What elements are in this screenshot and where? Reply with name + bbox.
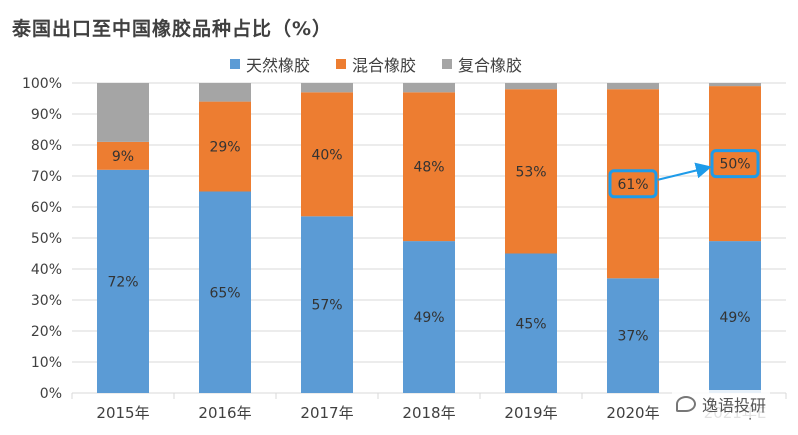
y-tick-label: 100% <box>22 76 62 92</box>
annotation-layer <box>608 149 760 199</box>
data-label: 45% <box>515 316 546 332</box>
x-tick-label: 2019年 <box>504 404 557 422</box>
y-tick-label: 90% <box>31 107 62 123</box>
bar-segment <box>403 241 455 393</box>
watermark: 逸语投研 <box>672 390 771 418</box>
data-label: 57% <box>311 298 342 314</box>
bar-segment <box>709 86 761 242</box>
bar-segment <box>301 92 353 217</box>
legend-item-compound: 复合橡胶 <box>442 52 522 76</box>
bar-segment <box>403 92 455 242</box>
y-tick-label: 40% <box>31 262 62 278</box>
y-tick-label: 20% <box>31 324 62 340</box>
y-tick-label: 50% <box>31 231 62 247</box>
watermark-text: 逸语投研 <box>702 396 767 415</box>
legend-swatch-natural <box>230 59 240 69</box>
data-label: 49% <box>719 310 750 326</box>
bar-segment <box>199 191 251 393</box>
data-label: 72% <box>107 274 138 290</box>
bar-segment <box>199 101 251 192</box>
data-label: 29% <box>209 140 240 156</box>
bar-segment <box>403 83 455 93</box>
legend-label-natural: 天然橡胶 <box>246 56 311 75</box>
bar-segment <box>607 278 659 393</box>
bar-segment <box>505 89 557 254</box>
y-tick-label: 30% <box>31 293 62 309</box>
x-tick-label: 2017年 <box>300 404 353 422</box>
bar-segment <box>199 83 251 102</box>
legend-swatch-compound <box>442 59 453 69</box>
data-label: 49% <box>413 310 444 326</box>
bar-segment <box>301 83 353 93</box>
data-label: 53% <box>515 164 546 180</box>
bar-segment <box>709 241 761 393</box>
legend-label-compound: 复合橡胶 <box>458 56 523 75</box>
y-tick-label: 10% <box>31 355 62 371</box>
bar-segment <box>607 83 659 90</box>
data-label: 48% <box>413 160 444 176</box>
bar-segment <box>709 83 761 87</box>
data-label: 37% <box>617 329 648 345</box>
chart-title: 泰国出口至中国橡胶品种占比（%） <box>12 18 333 40</box>
bar-segment <box>97 83 149 142</box>
x-tick-label: 2016年 <box>198 404 251 422</box>
wechat-icon <box>676 396 696 412</box>
bar-segment <box>97 141 149 170</box>
legend-swatch-mixed <box>336 59 347 69</box>
legend-item-natural: 天然橡胶 <box>230 52 310 76</box>
data-label: 50% <box>719 157 750 173</box>
legend-label-mixed: 混合橡胶 <box>352 56 417 75</box>
y-tick-label: 60% <box>31 200 62 216</box>
data-label: 9% <box>112 149 134 165</box>
trend-arrow <box>657 162 712 181</box>
x-tick-label: 2020年 <box>606 404 659 422</box>
highlight-box <box>710 149 760 179</box>
bar-segment <box>607 89 659 279</box>
label-layer: 72% 9% 65% 29% 57% 40% 49% 48% 45% 53% 37% 61% 49% 50… <box>107 140 750 345</box>
data-label: 61% <box>617 177 648 193</box>
bar-segment <box>97 169 149 393</box>
y-tick-label: 0% <box>40 386 62 402</box>
x-tick-label: 2015年 <box>96 404 149 422</box>
y-tick-label: 70% <box>31 169 62 185</box>
data-label: 40% <box>311 147 342 163</box>
highlight-box <box>608 169 658 199</box>
data-label: 65% <box>209 285 240 301</box>
bar-segment <box>505 83 557 90</box>
bar-layer <box>97 83 761 393</box>
y-tick-label: 80% <box>31 138 62 154</box>
x-tick-label: 2018年 <box>402 404 455 422</box>
bar-segment <box>301 216 353 393</box>
chart-legend: 天然橡胶 混合橡胶 复合橡胶 <box>230 52 522 76</box>
legend-item-mixed: 混合橡胶 <box>336 52 416 76</box>
bar-segment <box>505 253 557 393</box>
